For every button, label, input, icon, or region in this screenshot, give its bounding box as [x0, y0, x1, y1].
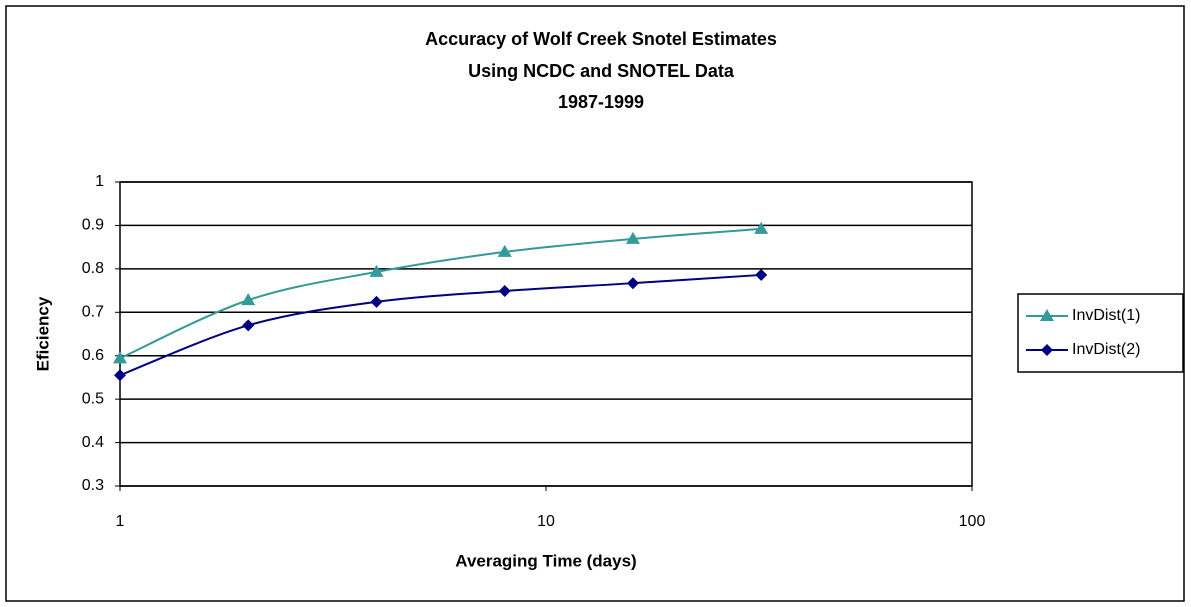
marker	[370, 295, 383, 308]
legend-label: InvDist(2)	[1072, 341, 1140, 358]
plot-area	[119, 181, 973, 487]
y-tick-label: 0.5	[82, 390, 104, 407]
marker	[626, 277, 639, 290]
marker	[625, 231, 640, 244]
chart-title: 1987-1999	[558, 92, 644, 112]
marker	[114, 369, 126, 382]
marker	[754, 221, 769, 234]
y-tick-label: 0.8	[82, 260, 104, 277]
y-tick-label: 0.7	[82, 304, 104, 321]
marker	[242, 319, 255, 332]
marker	[755, 268, 768, 281]
y-tick-label: 0.4	[82, 434, 104, 451]
y-axis-label: Eficiency	[33, 296, 52, 371]
y-tick-label: 0.3	[82, 477, 104, 494]
chart-title: Accuracy of Wolf Creek Snotel Estimates	[425, 29, 777, 49]
series-line	[119, 273, 762, 377]
marker	[369, 264, 384, 277]
series-line	[119, 227, 762, 360]
marker	[241, 293, 256, 306]
marker	[1040, 309, 1054, 321]
marker	[498, 285, 511, 298]
x-tick-label: 100	[959, 513, 986, 530]
y-tick-label: 1	[95, 173, 104, 190]
x-tick-label: 1	[116, 513, 125, 530]
x-tick-label: 10	[537, 513, 555, 530]
y-tick-label: 0.6	[82, 347, 104, 364]
marker	[113, 351, 127, 364]
legend-label: InvDist(1)	[1072, 307, 1140, 324]
marker	[1041, 344, 1053, 356]
legend-box	[1017, 293, 1184, 373]
x-axis-label: Averaging Time (days)	[455, 551, 636, 570]
y-tick-label: 0.9	[82, 217, 104, 234]
chart-title: Using NCDC and SNOTEL Data	[468, 61, 735, 81]
marker	[497, 244, 512, 257]
